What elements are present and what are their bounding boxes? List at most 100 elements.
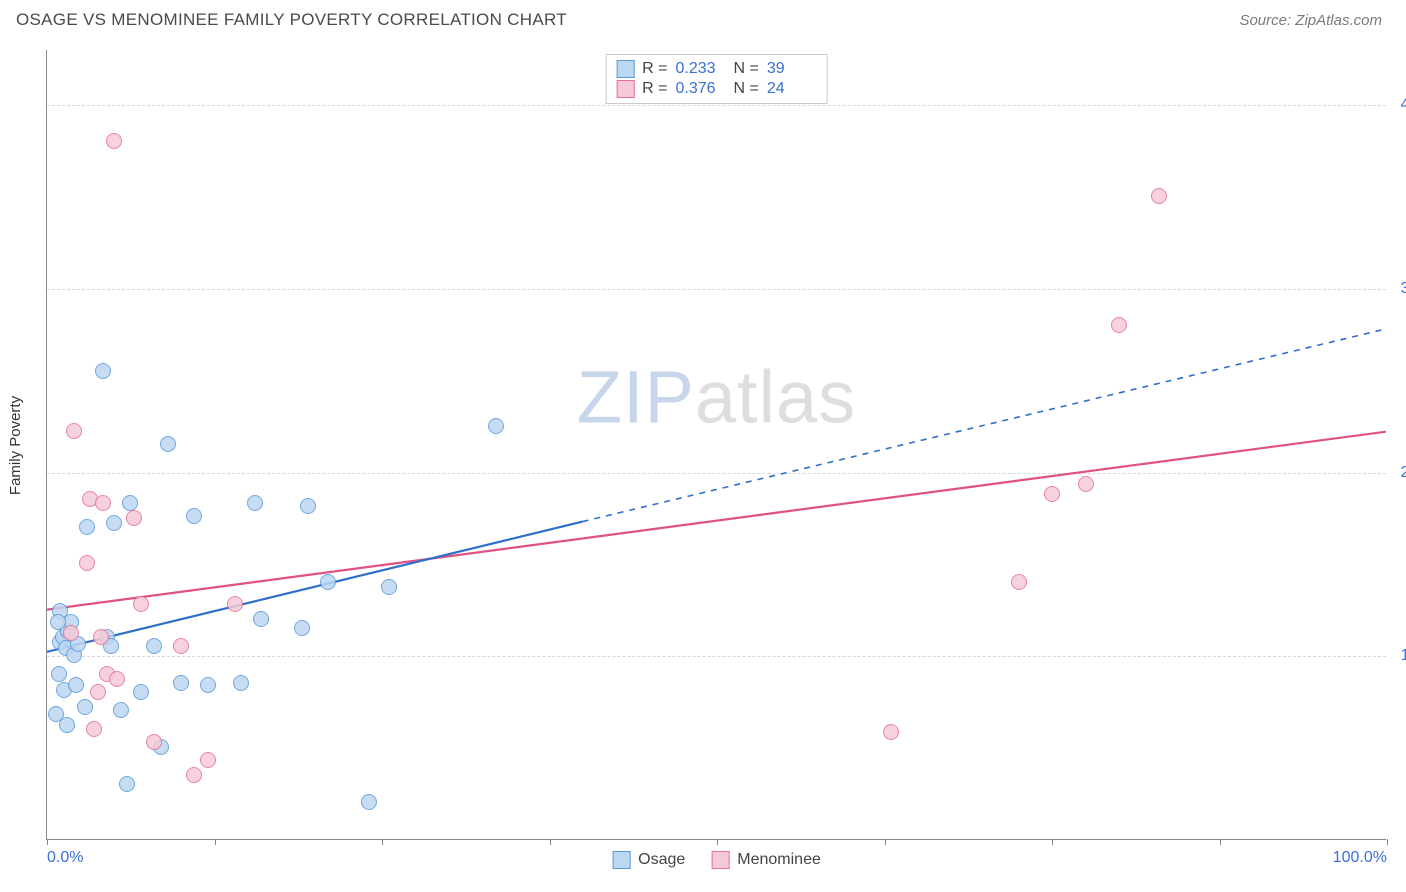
r-value-osage: 0.233 <box>676 60 726 78</box>
data-point <box>106 133 122 149</box>
data-point <box>119 776 135 792</box>
data-point <box>173 675 189 691</box>
trend-line <box>47 432 1386 610</box>
data-point <box>160 436 176 452</box>
swatch-osage <box>616 60 634 78</box>
data-point <box>93 629 109 645</box>
data-point <box>146 638 162 654</box>
watermark-zip: ZIP <box>577 356 695 439</box>
x-tick <box>717 839 718 845</box>
y-axis-label-container: Family Poverty <box>6 50 26 840</box>
data-point <box>126 510 142 526</box>
n-value-menominee: 24 <box>767 80 817 98</box>
scatter-chart: ZIPatlas R = 0.233 N = 39 R = 0.376 N = … <box>46 50 1386 840</box>
legend-row-osage: R = 0.233 N = 39 <box>616 59 817 79</box>
data-point <box>300 498 316 514</box>
series-legend: Osage Menominee <box>612 851 821 869</box>
data-point <box>106 515 122 531</box>
watermark: ZIPatlas <box>577 355 856 440</box>
data-point <box>488 418 504 434</box>
legend-label-osage: Osage <box>638 851 685 869</box>
y-tick-label: 40.0% <box>1401 96 1406 114</box>
data-point <box>50 614 66 630</box>
data-point <box>1151 188 1167 204</box>
data-point <box>77 699 93 715</box>
data-point <box>200 677 216 693</box>
data-point <box>122 495 138 511</box>
x-tick <box>885 839 886 845</box>
data-point <box>173 638 189 654</box>
legend-item-osage: Osage <box>612 851 685 869</box>
data-point <box>68 677 84 693</box>
x-tick-label: 0.0% <box>47 849 83 867</box>
data-point <box>79 519 95 535</box>
x-tick <box>550 839 551 845</box>
data-point <box>320 574 336 590</box>
data-point <box>186 767 202 783</box>
x-tick <box>1052 839 1053 845</box>
r-label: R = <box>642 80 667 98</box>
swatch-osage <box>612 851 630 869</box>
data-point <box>59 717 75 733</box>
x-tick <box>215 839 216 845</box>
data-point <box>1078 476 1094 492</box>
chart-source: Source: ZipAtlas.com <box>1239 12 1382 29</box>
swatch-menominee <box>616 80 634 98</box>
y-tick-label: 20.0% <box>1401 464 1406 482</box>
x-tick <box>47 839 48 845</box>
data-point <box>95 363 111 379</box>
trend-lines <box>47 50 1386 839</box>
x-tick-label: 100.0% <box>1333 849 1387 867</box>
data-point <box>133 684 149 700</box>
x-tick <box>382 839 383 845</box>
x-tick <box>1220 839 1221 845</box>
data-point <box>883 724 899 740</box>
data-point <box>253 611 269 627</box>
legend-label-menominee: Menominee <box>737 851 821 869</box>
n-label: N = <box>734 80 759 98</box>
y-tick-label: 30.0% <box>1401 280 1406 298</box>
trend-line <box>583 329 1386 522</box>
data-point <box>247 495 263 511</box>
correlation-legend: R = 0.233 N = 39 R = 0.376 N = 24 <box>605 54 828 104</box>
gridline <box>47 656 1386 657</box>
data-point <box>200 752 216 768</box>
data-point <box>95 495 111 511</box>
x-tick <box>1387 839 1388 845</box>
trend-line <box>47 522 583 652</box>
swatch-menominee <box>711 851 729 869</box>
data-point <box>381 579 397 595</box>
data-point <box>146 734 162 750</box>
data-point <box>90 684 106 700</box>
data-point <box>86 721 102 737</box>
legend-row-menominee: R = 0.376 N = 24 <box>616 79 817 99</box>
data-point <box>1111 317 1127 333</box>
gridline <box>47 289 1386 290</box>
gridline <box>47 105 1386 106</box>
legend-item-menominee: Menominee <box>711 851 821 869</box>
data-point <box>63 625 79 641</box>
data-point <box>186 508 202 524</box>
data-point <box>79 555 95 571</box>
watermark-atlas: atlas <box>695 356 856 439</box>
y-axis-label: Family Poverty <box>8 395 25 494</box>
y-tick-label: 10.0% <box>1401 647 1406 665</box>
data-point <box>227 596 243 612</box>
n-label: N = <box>734 60 759 78</box>
chart-title: OSAGE VS MENOMINEE FAMILY POVERTY CORREL… <box>16 10 567 30</box>
data-point <box>361 794 377 810</box>
chart-header: OSAGE VS MENOMINEE FAMILY POVERTY CORREL… <box>0 0 1406 36</box>
data-point <box>51 666 67 682</box>
data-point <box>66 423 82 439</box>
data-point <box>1011 574 1027 590</box>
gridline <box>47 473 1386 474</box>
data-point <box>294 620 310 636</box>
r-label: R = <box>642 60 667 78</box>
data-point <box>233 675 249 691</box>
data-point <box>113 702 129 718</box>
data-point <box>1044 486 1060 502</box>
r-value-menominee: 0.376 <box>676 80 726 98</box>
data-point <box>133 596 149 612</box>
n-value-osage: 39 <box>767 60 817 78</box>
data-point <box>109 671 125 687</box>
